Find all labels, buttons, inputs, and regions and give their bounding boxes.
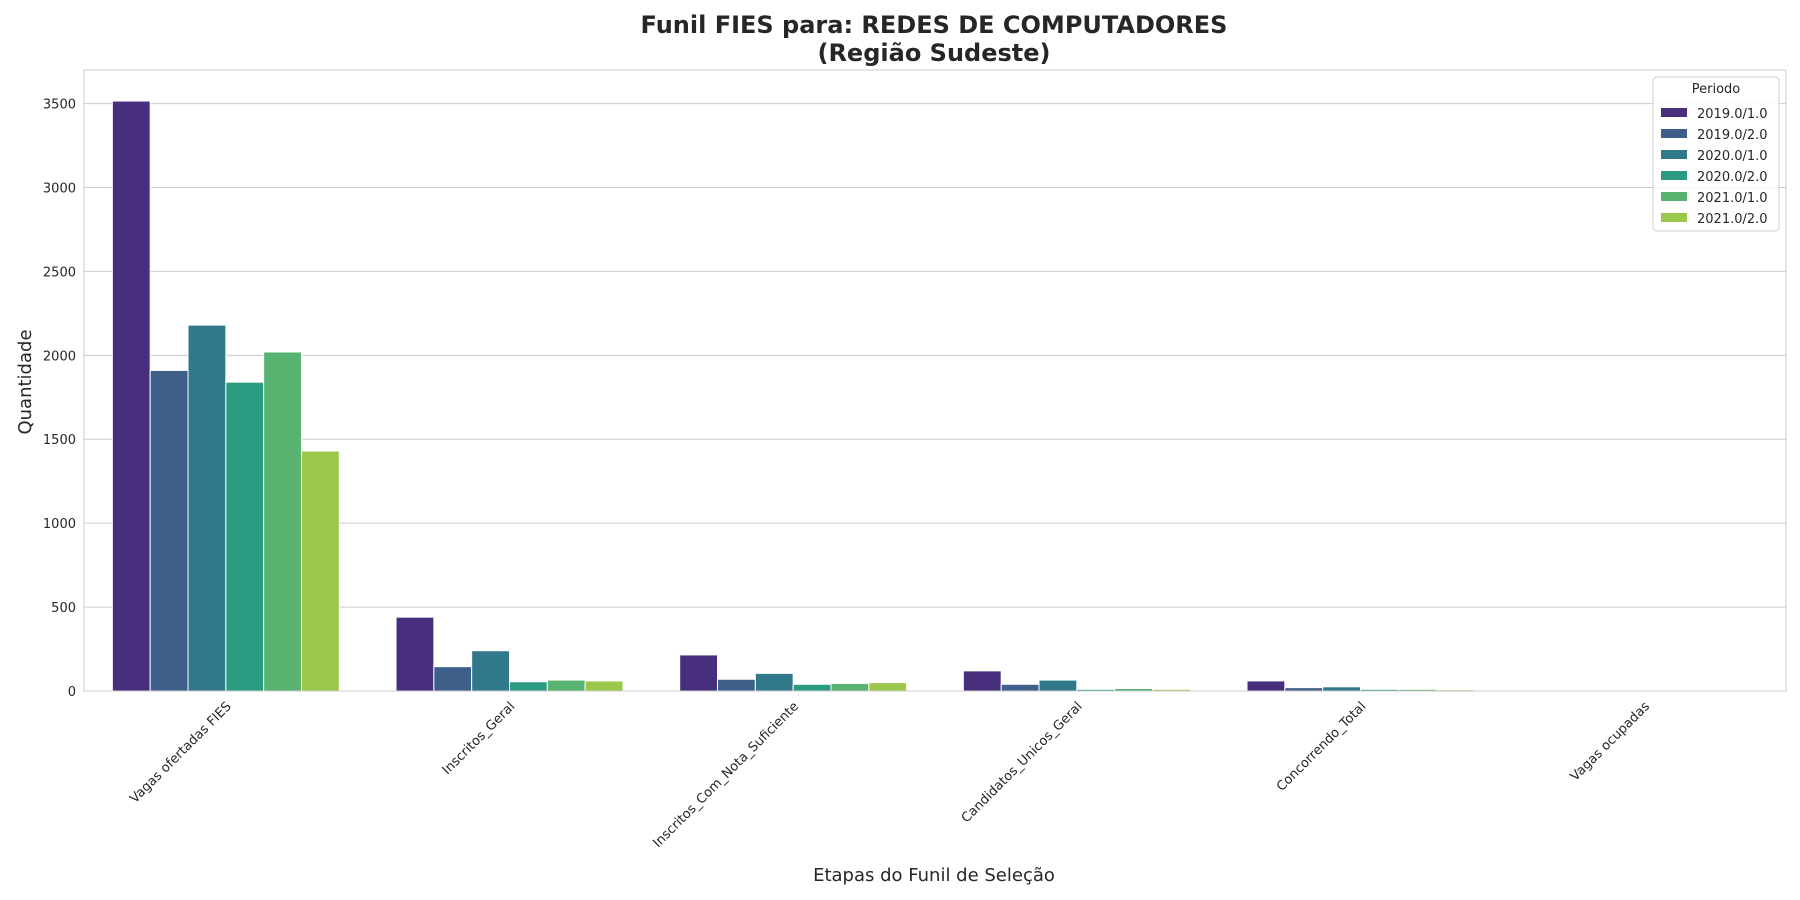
- bar-2019.0/1.0-3: [962, 670, 1002, 692]
- bars-layer: [111, 100, 1475, 692]
- bar-2019.0/2.0-3: [1000, 683, 1040, 692]
- bar-2019.0/1.0-4: [1246, 680, 1286, 692]
- grid-lines: [84, 103, 1786, 692]
- bar-2019.0/2.0-4: [1284, 687, 1324, 692]
- y-tick-label: 2500: [43, 265, 76, 280]
- chart-title: Funil FIES para: REDES DE COMPUTADORES: [641, 11, 1228, 39]
- legend-entry: 2019.0/1.0: [1697, 107, 1768, 122]
- bar-2020.0/1.0-4: [1322, 686, 1361, 692]
- bar-2020.0/1.0-3: [1038, 679, 1078, 692]
- bar-2020.0/1.0-2: [754, 672, 794, 692]
- x-tick-label: Vagas ofertadas FIES: [127, 699, 234, 806]
- bar-2021.0/1.0-1: [546, 679, 586, 692]
- legend-swatch: [1661, 108, 1687, 117]
- x-tick-label: Vagas ocupadas: [1568, 699, 1653, 784]
- bar-2020.0/2.0-1: [509, 681, 548, 692]
- legend-entry: 2021.0/1.0: [1697, 191, 1768, 206]
- bar-2019.0/2.0-0: [149, 369, 189, 692]
- legend-entry: 2020.0/2.0: [1697, 170, 1768, 185]
- bar-2019.0/2.0-1: [433, 666, 473, 692]
- legend-swatch: [1661, 213, 1687, 222]
- legend-swatch: [1661, 171, 1687, 180]
- y-tick-label: 3000: [43, 181, 76, 196]
- y-tick-label: 3500: [43, 98, 76, 113]
- legend-title: Periodo: [1692, 82, 1741, 97]
- bar-2021.0/2.0-2: [868, 682, 908, 692]
- bar-2021.0/1.0-2: [830, 682, 870, 692]
- x-tick-label: Candidatos_Unicos_Geral: [959, 699, 1086, 826]
- legend-entry: 2019.0/2.0: [1697, 128, 1768, 143]
- bar-2021.0/2.0-1: [584, 680, 624, 692]
- chart-subtitle: (Região Sudeste): [817, 39, 1050, 67]
- x-tick-labels: Vagas ofertadas FIES Inscritos_Geral Inscr…: [127, 699, 1653, 851]
- bar-2020.0/2.0-0: [225, 381, 265, 692]
- bar-2021.0/1.0-0: [263, 351, 302, 692]
- y-axis-label: Quantidade: [15, 329, 36, 434]
- legend-swatch: [1661, 129, 1687, 138]
- legend-swatch: [1661, 192, 1687, 201]
- x-tick-label: Inscritos_Com_Nota_Suficiente: [650, 699, 802, 851]
- y-tick-label: 1000: [43, 517, 76, 532]
- legend-entry: 2020.0/1.0: [1697, 149, 1768, 164]
- legend-entry: 2021.0/2.0: [1697, 212, 1768, 227]
- y-tick-label: 500: [51, 601, 76, 616]
- y-tick-labels: 0 500 1000 1500 2000 2500 3000 3500: [43, 98, 76, 700]
- x-tick-label: Concorrendo_Total: [1274, 699, 1369, 794]
- x-axis-label: Etapas do Funil de Seleção: [813, 865, 1055, 886]
- y-tick-label: 2000: [43, 349, 76, 364]
- bar-2019.0/1.0-0: [111, 100, 151, 692]
- legend: Periodo 2019.0/1.0 2019.0/2.0 2020.0/1.0 202…: [1652, 76, 1780, 232]
- plot-frame: [83, 69, 1787, 692]
- x-tick-label: Inscritos_Geral: [440, 699, 519, 778]
- legend-swatch: [1661, 150, 1687, 159]
- y-tick-label: 1500: [43, 433, 76, 448]
- bar-2020.0/1.0-0: [187, 324, 227, 692]
- bar-2021.0/2.0-0: [300, 450, 340, 692]
- bar-2019.0/1.0-1: [395, 616, 435, 692]
- bar-2020.0/2.0-2: [792, 683, 832, 692]
- bar-2020.0/1.0-1: [471, 650, 510, 692]
- bar-2019.0/1.0-2: [679, 654, 719, 692]
- bar-2019.0/2.0-2: [717, 678, 756, 692]
- y-tick-label: 0: [68, 685, 76, 700]
